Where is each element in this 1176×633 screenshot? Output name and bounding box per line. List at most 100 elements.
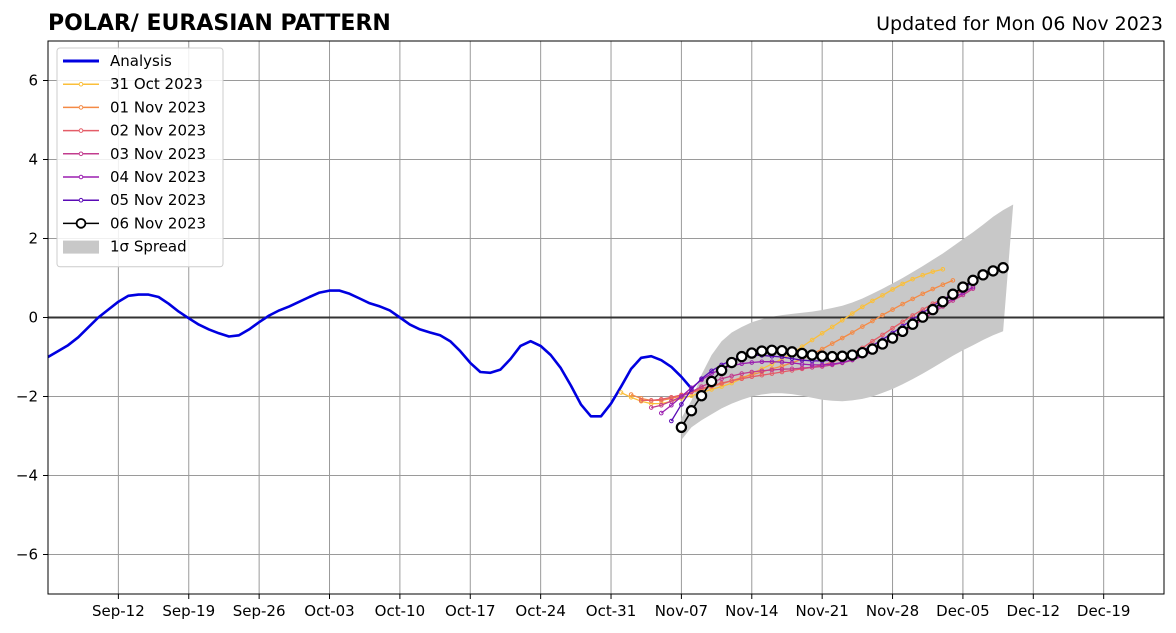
data-point-31-oct-2023	[890, 287, 895, 292]
data-point-03-nov-2023	[739, 371, 745, 376]
data-point-01-nov-2023	[860, 324, 865, 329]
legend-label-06-nov-2023: 06 Nov 2023	[110, 214, 206, 232]
data-point-01-nov-2023	[638, 396, 644, 401]
legend-marker-31-oct-2023	[78, 81, 84, 87]
x-tick-label: Oct-03	[304, 602, 354, 620]
x-tick-label: Dec-12	[1007, 602, 1061, 620]
data-point-06-nov-2023	[776, 344, 788, 357]
data-point-06-nov-2023	[826, 350, 838, 363]
data-point-05-nov-2023	[709, 368, 714, 374]
data-point-02-nov-2023	[648, 398, 654, 403]
data-point-02-nov-2023	[749, 374, 755, 380]
legend-marker-02-nov-2023	[78, 128, 84, 133]
data-point-01-nov-2023	[839, 335, 845, 341]
data-point-06-nov-2023	[786, 346, 798, 358]
data-point-01-nov-2023	[850, 330, 855, 335]
data-point-03-nov-2023	[699, 384, 704, 389]
data-point-31-oct-2023	[839, 317, 845, 323]
data-point-01-nov-2023	[890, 307, 895, 312]
data-point-06-nov-2023	[977, 269, 989, 281]
data-point-01-nov-2023	[930, 286, 936, 292]
data-point-06-nov-2023	[896, 325, 909, 338]
data-point-31-oct-2023	[860, 304, 865, 310]
legend: Analysis 31 Oct 2023 01 Nov 2023 02 Nov 202…	[56, 47, 224, 268]
series-lines	[47, 262, 1009, 434]
data-point-01-nov-2023	[940, 282, 946, 288]
data-point-06-nov-2023	[836, 350, 848, 362]
x-tick-label: Oct-24	[515, 602, 565, 620]
data-point-02-nov-2023	[900, 319, 905, 325]
data-point-06-nov-2023	[746, 347, 758, 359]
data-point-06-nov-2023	[997, 262, 1009, 274]
data-point-02-nov-2023	[870, 338, 875, 344]
data-point-31-oct-2023	[829, 324, 835, 330]
x-tick-label: Dec-05	[936, 602, 990, 620]
x-tick-label: Nov-21	[795, 602, 848, 620]
data-point-06-nov-2023	[947, 288, 959, 300]
data-point-06-nov-2023	[725, 356, 738, 369]
data-point-31-oct-2023	[809, 337, 815, 343]
data-point-03-nov-2023	[658, 402, 664, 408]
data-point-04-nov-2023	[779, 359, 785, 365]
data-point-31-oct-2023	[870, 298, 875, 304]
data-point-04-nov-2023	[658, 410, 664, 416]
data-point-06-nov-2023	[756, 345, 768, 357]
data-point-01-nov-2023	[829, 341, 835, 346]
legend-label-1-spread: 1σ Spread	[110, 238, 187, 256]
y-tick-label: 2	[28, 230, 38, 248]
legend-label-04-nov-2023: 04 Nov 2023	[110, 168, 206, 186]
data-point-02-nov-2023	[890, 325, 895, 331]
data-point-01-nov-2023	[920, 291, 926, 297]
data-point-02-nov-2023	[658, 396, 664, 402]
data-point-06-nov-2023	[856, 346, 869, 359]
data-point-06-nov-2023	[766, 344, 778, 356]
data-point-04-nov-2023	[789, 360, 795, 366]
legend-label-31-oct-2023: 31 Oct 2023	[110, 75, 203, 93]
data-point-03-nov-2023	[769, 367, 775, 373]
legend-label-analysis: Analysis	[110, 52, 172, 70]
data-point-06-nov-2023	[675, 421, 688, 434]
data-point-31-oct-2023	[850, 311, 855, 316]
x-tick-label: Sep-12	[92, 602, 145, 620]
data-point-06-nov-2023	[816, 350, 828, 362]
data-point-06-nov-2023	[906, 318, 919, 330]
data-point-06-nov-2023	[705, 375, 718, 388]
data-point-06-nov-2023	[715, 364, 728, 377]
data-point-02-nov-2023	[739, 376, 745, 382]
data-point-06-nov-2023	[695, 390, 708, 402]
chart-subtitle: Updated for Mon 06 Nov 2023	[876, 13, 1163, 35]
data-point-01-nov-2023	[880, 312, 885, 318]
x-tick-label: Nov-28	[866, 602, 919, 620]
x-tick-label: Oct-10	[375, 602, 425, 620]
x-tick-label: Nov-14	[725, 602, 778, 620]
data-point-06-nov-2023	[886, 332, 899, 344]
x-tick-label: Oct-17	[445, 602, 495, 620]
data-point-03-nov-2023	[759, 368, 765, 374]
data-point-05-nov-2023	[669, 418, 674, 424]
data-point-06-nov-2023	[846, 349, 859, 361]
plot-area	[47, 40, 1165, 595]
data-point-06-nov-2023	[796, 347, 808, 360]
legend-marker-01-nov-2023	[78, 105, 84, 110]
legend-label-02-nov-2023: 02 Nov 2023	[110, 122, 206, 140]
data-point-03-nov-2023	[648, 405, 654, 410]
data-point-02-nov-2023	[729, 378, 734, 384]
data-point-06-nov-2023	[876, 338, 889, 350]
y-tick-label: −4	[16, 467, 38, 485]
y-tick-label: −6	[16, 546, 38, 564]
data-point-02-nov-2023	[880, 332, 885, 338]
data-point-06-nov-2023	[806, 349, 818, 361]
data-point-06-nov-2023	[987, 265, 999, 277]
legend-swatch-1-spread	[63, 240, 99, 254]
data-point-01-nov-2023	[900, 301, 905, 307]
data-point-06-nov-2023	[917, 311, 929, 323]
y-axis: −6 −4 −2 0 2 4 6	[16, 72, 48, 564]
data-point-31-oct-2023	[880, 293, 885, 298]
data-point-02-nov-2023	[779, 369, 785, 375]
data-point-03-nov-2023	[789, 366, 795, 372]
x-tick-label: Dec-19	[1077, 602, 1131, 620]
data-point-05-nov-2023	[679, 402, 684, 407]
data-point-31-oct-2023	[618, 390, 624, 395]
y-tick-label: 6	[28, 72, 38, 90]
